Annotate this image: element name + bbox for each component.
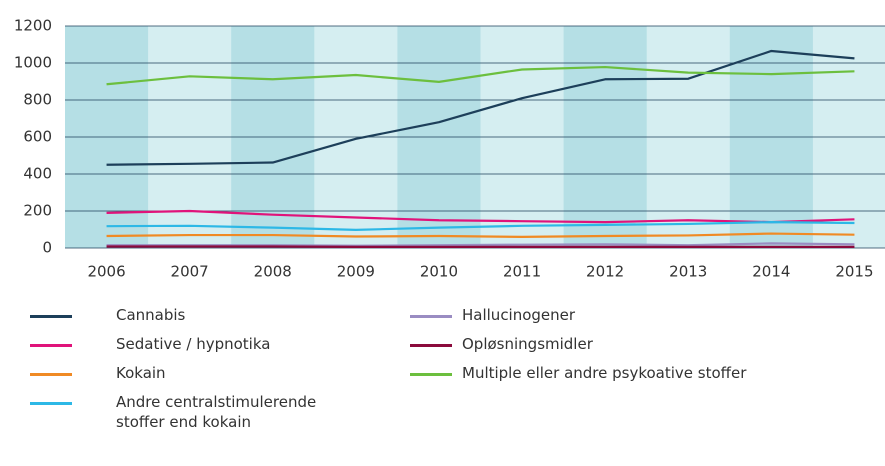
series-line: [106, 65, 855, 86]
legend-swatch: [30, 402, 72, 405]
x-tick-label: 2007: [171, 263, 209, 281]
legend-label: Hallucinogener: [462, 306, 576, 324]
legend-label: Andre centralstimulerende stoffer end ko…: [116, 393, 317, 431]
series-line: [106, 49, 855, 166]
legend-swatch: [30, 373, 72, 376]
legend-swatch: [410, 315, 452, 318]
legend-label: Opløsningsmidler: [462, 335, 593, 353]
legend-swatch: [410, 373, 452, 376]
legend-label: Cannabis: [116, 306, 186, 324]
x-tick-label: 2011: [503, 263, 541, 281]
x-tick-label: 2014: [752, 263, 790, 281]
x-tick-label: 2015: [835, 263, 873, 281]
x-tick-label: 2006: [87, 263, 125, 281]
legend-item: Cannabis: [30, 305, 346, 325]
series-line: [106, 209, 855, 224]
x-tick-label: 2010: [420, 263, 458, 281]
y-tick-label: 400: [23, 165, 52, 183]
x-tick-label: 2012: [586, 263, 624, 281]
legend-item: Kokain: [30, 363, 346, 383]
y-tick-label: 200: [23, 202, 52, 220]
legend-swatch: [30, 344, 72, 347]
legend-label: Sedative / hypnotika: [116, 335, 271, 353]
series-line: [106, 242, 855, 247]
x-tick-label: 2013: [669, 263, 707, 281]
y-tick-label: 0: [42, 239, 52, 257]
legend-item: Sedative / hypnotika: [30, 334, 346, 354]
legend-item: Hallucinogener: [410, 305, 862, 325]
legend-swatch: [410, 344, 452, 347]
legend-label: Kokain: [116, 364, 166, 382]
series-line: [106, 221, 855, 231]
series-line: [106, 232, 855, 238]
legend-item: Andre centralstimulerende stoffer end ko…: [30, 392, 346, 432]
y-tick-label: 600: [23, 128, 52, 146]
x-tick-label: 2008: [254, 263, 292, 281]
legend-item: Multiple eller andre psykoative stoffer: [410, 363, 862, 383]
legend-item: Opløsningsmidler: [410, 334, 862, 354]
y-tick-label: 1200: [14, 17, 52, 35]
legend-label: Multiple eller andre psykoative stoffer: [462, 364, 747, 382]
legend-swatch: [30, 315, 72, 318]
y-tick-label: 800: [23, 91, 52, 109]
x-tick-label: 2009: [337, 263, 375, 281]
y-tick-label: 1000: [14, 54, 52, 72]
